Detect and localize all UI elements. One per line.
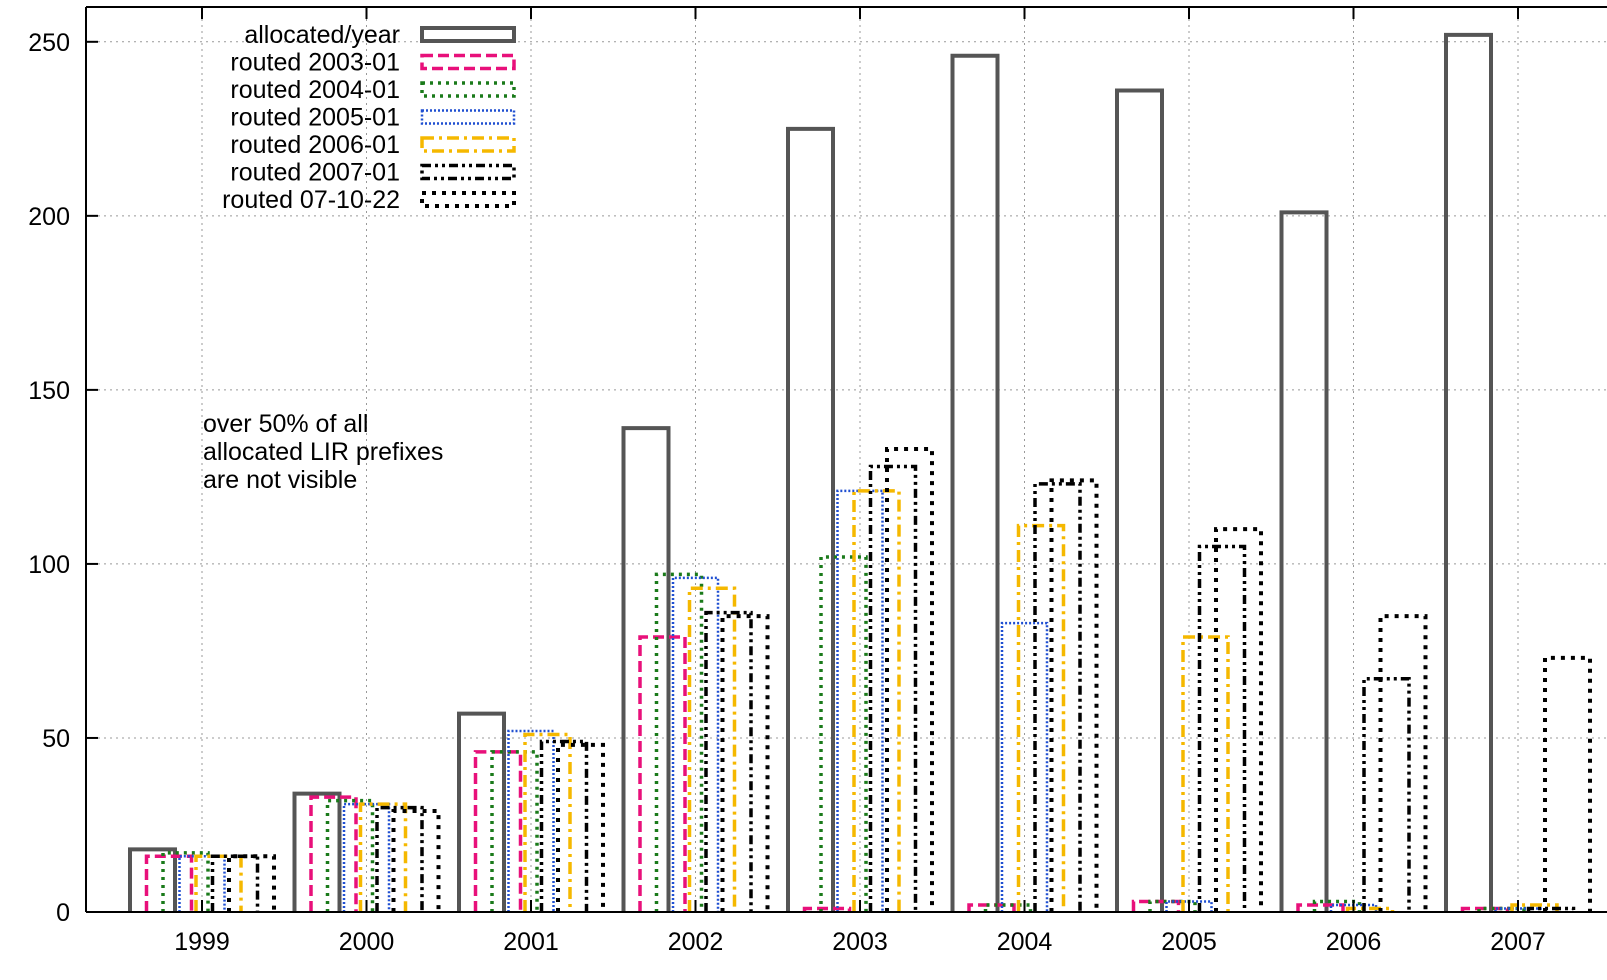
bar-groups [128, 32, 1592, 912]
bar [358, 802, 408, 912]
bar [490, 750, 539, 912]
legend-label: routed 2004-01 [230, 76, 400, 104]
bar [885, 447, 934, 912]
bar [638, 635, 687, 912]
legend-label: allocated/year [244, 21, 400, 49]
bar [325, 798, 375, 912]
series-group [144, 635, 1510, 912]
x-tick-label: 2003 [832, 928, 888, 956]
bar [1378, 614, 1428, 912]
bar [1181, 635, 1230, 912]
bar [457, 711, 506, 912]
bar [227, 854, 276, 912]
series-group [210, 464, 1576, 912]
bar [144, 854, 194, 912]
bar [836, 489, 884, 912]
bar [309, 795, 358, 912]
bar [704, 610, 753, 912]
annotation-line: are not visible [203, 466, 357, 494]
bar [1197, 544, 1247, 912]
y-tick-label: 200 [28, 203, 70, 231]
bar [1444, 32, 1493, 912]
bar [819, 555, 868, 912]
legend-label: routed 2005-01 [230, 104, 400, 132]
bar [621, 426, 671, 912]
bar [473, 750, 523, 912]
series-group [194, 489, 1559, 912]
legend-swatch [420, 136, 516, 153]
bar [1543, 655, 1592, 912]
legend-label: routed 2003-01 [230, 49, 400, 77]
bar [375, 805, 424, 912]
series-group [128, 32, 1493, 912]
bar [1033, 482, 1082, 912]
bar [1049, 478, 1099, 912]
bar [178, 855, 226, 912]
legend-swatch [420, 109, 516, 125]
bar [391, 809, 441, 912]
x-tick-label: 1999 [174, 928, 230, 956]
legend-label: routed 2006-01 [230, 131, 400, 159]
annotation-line: over 50% of all [203, 410, 368, 438]
legend-swatch [420, 26, 516, 43]
bar [950, 53, 1000, 912]
legend-swatch [420, 191, 516, 208]
axes: 0 50 100 150 200 250 1999 2000 2001 2002 2003 2004 2… [28, 6, 1607, 956]
bar [720, 614, 770, 912]
x-tick-label: 2004 [997, 928, 1053, 956]
series-group [227, 447, 1592, 912]
bar [852, 489, 901, 912]
bar [868, 464, 918, 912]
bar [1296, 903, 1345, 912]
bar [210, 854, 260, 912]
annotation-line: allocated LIR prefixes [203, 438, 443, 466]
bar [786, 126, 835, 912]
bar [539, 739, 589, 912]
x-tick-label: 2007 [1490, 928, 1546, 956]
series-group [161, 555, 1526, 912]
x-tick-label: 2001 [503, 928, 559, 956]
y-tick-label: 0 [56, 899, 70, 927]
bar [507, 729, 555, 912]
bar [292, 791, 342, 912]
bar [342, 802, 391, 912]
bar [967, 903, 1016, 912]
bar [128, 847, 177, 912]
bar [802, 906, 852, 912]
legend-label: routed 07-10-22 [222, 186, 400, 214]
y-tick-label: 50 [42, 725, 70, 753]
bar [687, 586, 737, 912]
x-tick-label: 2000 [339, 928, 395, 956]
bar [1526, 906, 1576, 912]
bar [523, 732, 572, 912]
bar [556, 742, 605, 912]
legend-swatch [420, 163, 516, 181]
x-tick-label: 2005 [1161, 928, 1217, 956]
legend-swatch [420, 81, 516, 98]
x-tick-label: 2006 [1326, 928, 1382, 956]
legend-label: routed 2007-01 [230, 159, 400, 187]
bar [671, 576, 720, 912]
bar [654, 572, 704, 912]
bar [1016, 523, 1066, 912]
bar [1214, 527, 1263, 912]
bar [1115, 88, 1164, 912]
bar [1362, 677, 1411, 912]
y-tick-label: 100 [28, 551, 70, 579]
y-tick-label: 150 [28, 377, 70, 405]
bar [1000, 621, 1049, 912]
grid-lines [86, 7, 1607, 912]
x-tick-label: 2002 [668, 928, 724, 956]
bar [1312, 899, 1362, 912]
bar [1279, 210, 1329, 912]
legend-swatch [420, 53, 516, 71]
y-tick-label: 250 [28, 29, 70, 57]
bar [1345, 906, 1395, 912]
bar [161, 851, 210, 912]
